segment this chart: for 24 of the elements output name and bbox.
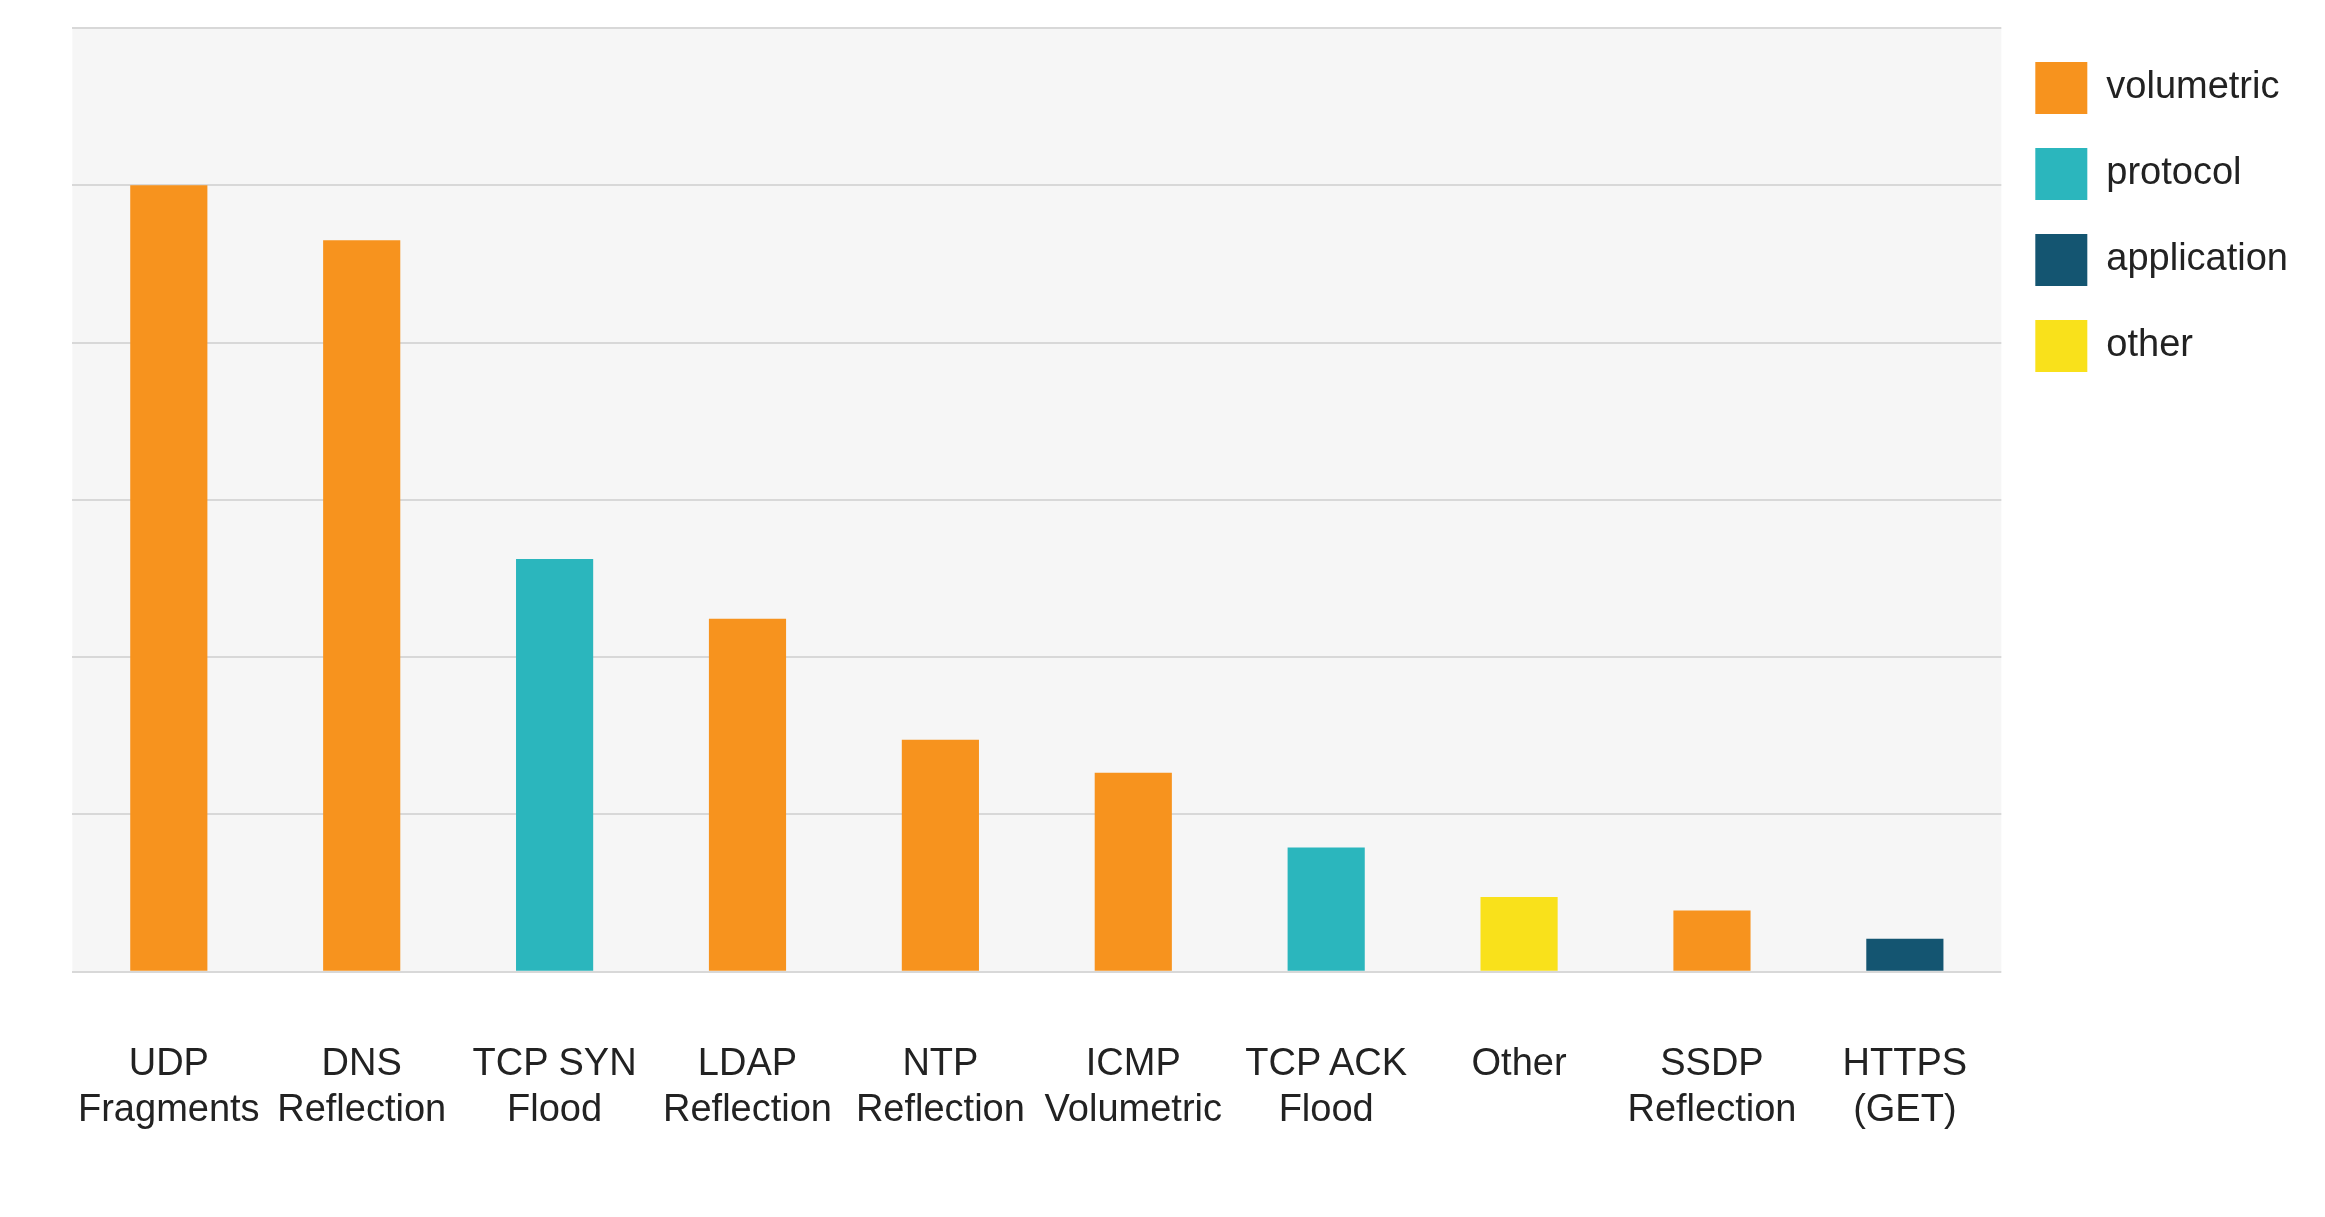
bar xyxy=(1094,772,1172,971)
x-tick-label: ICMP Volumetric xyxy=(1044,1041,1222,1129)
bar xyxy=(1480,897,1558,971)
x-tick-label: Other xyxy=(1471,1041,1567,1084)
legend-label: protocol xyxy=(2106,150,2242,193)
x-tick-label: TCP SYN Flood xyxy=(472,1041,637,1129)
x-tick-label: DNS Reflection xyxy=(277,1041,447,1129)
x-tick-label: TCP ACK Flood xyxy=(1245,1041,1408,1129)
bar xyxy=(901,739,979,971)
x-tick-label: HTTPS (GET) xyxy=(1842,1041,1968,1129)
bar xyxy=(708,618,787,971)
bar xyxy=(130,185,208,971)
x-tick-label: UDP Fragments xyxy=(77,1041,260,1129)
legend-label: volumetric xyxy=(2106,64,2280,107)
bar xyxy=(323,240,401,971)
x-tick-label: SSDP Reflection xyxy=(1627,1041,1797,1129)
bar xyxy=(1287,847,1365,971)
bar xyxy=(1673,910,1751,971)
x-tick-label: LDAP Reflection xyxy=(663,1041,832,1129)
legend-label: application xyxy=(2106,236,2288,279)
legend-label: other xyxy=(2106,322,2194,365)
x-tick-label: NTP Reflection xyxy=(855,1041,1025,1129)
bar xyxy=(516,558,594,971)
bar xyxy=(1866,938,1944,971)
